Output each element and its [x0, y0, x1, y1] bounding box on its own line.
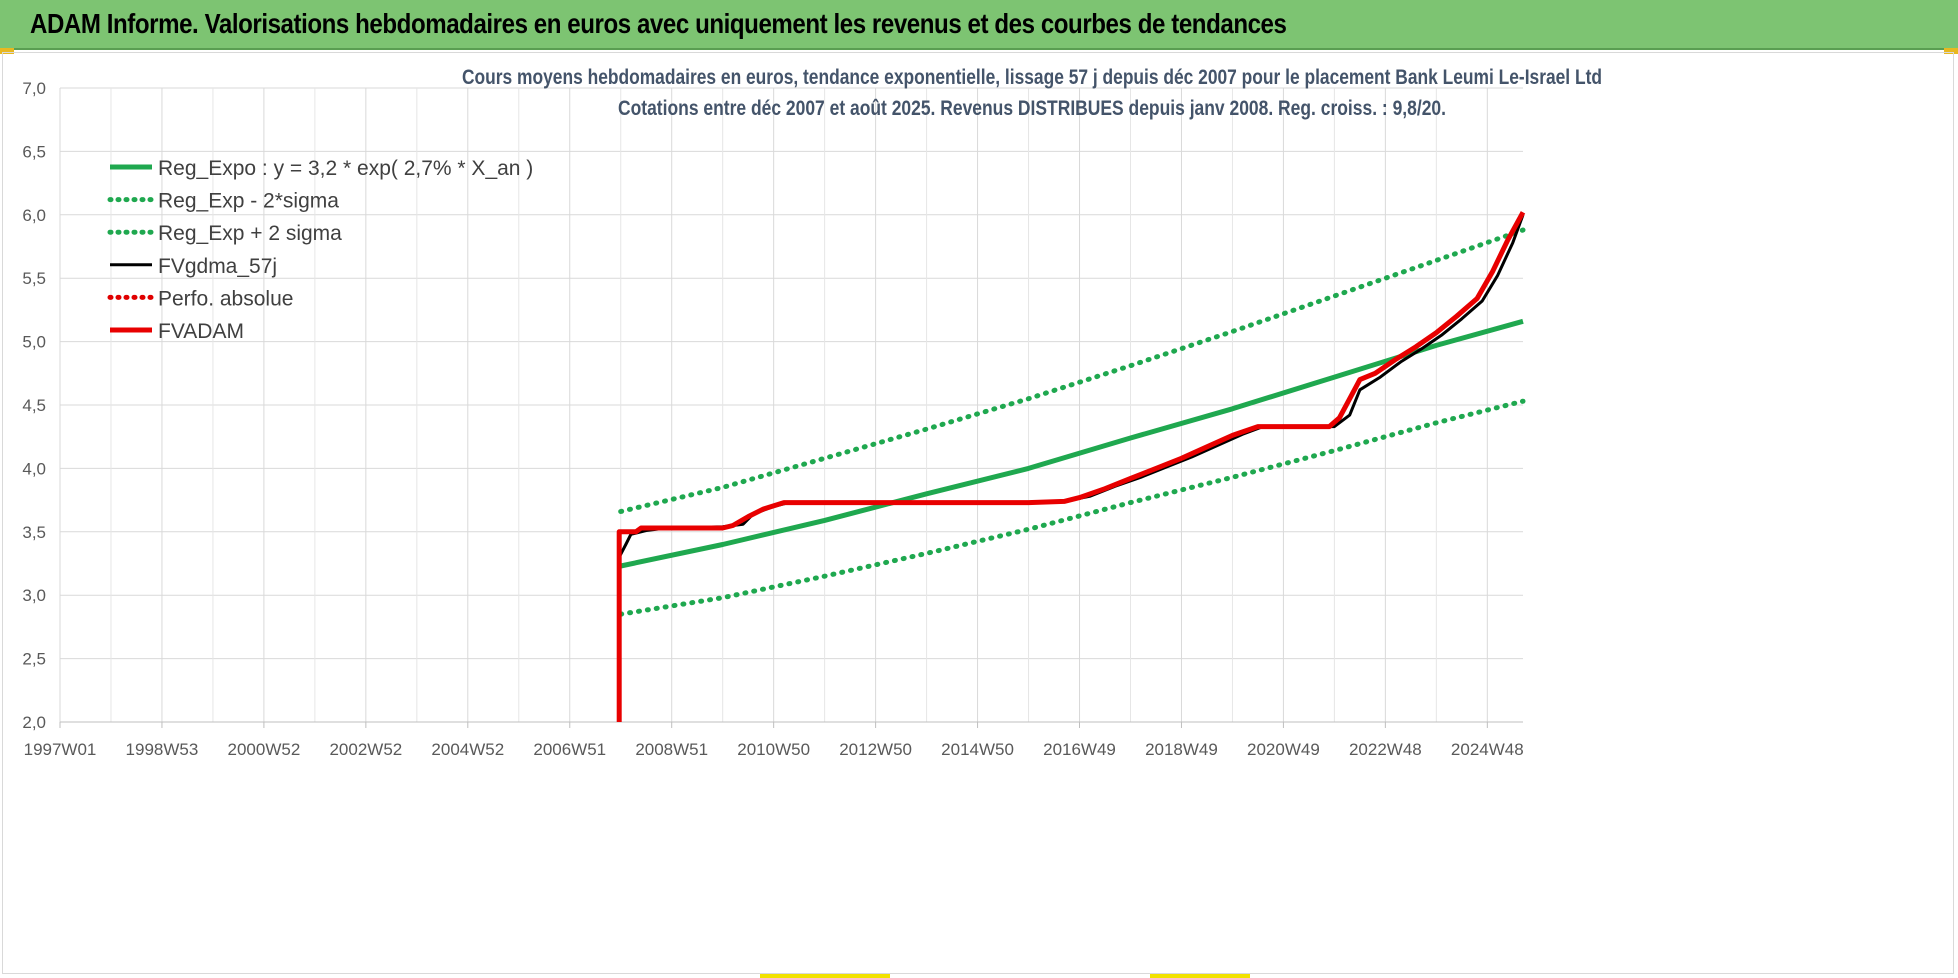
- series-line-reg_exp: [618, 227, 1526, 514]
- y-tick-label: 7,0: [22, 79, 46, 98]
- y-tick-label: 3,5: [22, 523, 46, 542]
- x-tick-label: 2014W50: [941, 740, 1014, 759]
- x-tick-label: 2020W49: [1247, 740, 1320, 759]
- y-tick-label: 4,5: [22, 396, 46, 415]
- legend-label: Reg_Exp + 2 sigma: [158, 222, 342, 245]
- x-tick-label: 2000W52: [228, 740, 301, 759]
- header-bar: ADAM Informe. Valorisations hebdomadaire…: [0, 0, 1958, 50]
- legend-label: FVgdma_57j: [158, 255, 277, 278]
- x-tick-label: 2006W51: [533, 740, 606, 759]
- series-line-reg_expo: [620, 318, 1524, 569]
- legend-label: Perfo. absolue: [158, 287, 293, 310]
- legend-label: Reg_Expo : y = 3,2 * exp( 2,7% * X_an ): [158, 157, 533, 180]
- series-line-reg_exp: [618, 398, 1526, 617]
- x-tick-label: 2016W49: [1043, 740, 1116, 759]
- x-tick-label: 1998W53: [126, 740, 199, 759]
- legend-label: Reg_Exp - 2*sigma: [158, 190, 339, 213]
- x-tick-label: 2012W50: [839, 740, 912, 759]
- y-tick-label: 6,0: [22, 206, 46, 225]
- y-tick-label: 5,5: [22, 269, 46, 288]
- x-tick-label: 2004W52: [431, 740, 504, 759]
- y-tick-label: 2,5: [22, 650, 46, 669]
- corner-accent-left: [0, 48, 14, 54]
- corner-accent-right: [1944, 48, 1958, 54]
- y-tick-label: 5,0: [22, 333, 46, 352]
- bottom-accent-1: [760, 974, 890, 978]
- y-tick-label: 3,0: [22, 586, 46, 605]
- y-tick-label: 2,0: [22, 713, 46, 732]
- x-tick-label: 2008W51: [635, 740, 708, 759]
- x-tick-label: 2024W48: [1451, 740, 1524, 759]
- chart-title-line2: Cotations entre déc 2007 et août 2025. R…: [618, 97, 1446, 120]
- x-tick-label: 2018W49: [1145, 740, 1218, 759]
- y-tick-label: 4,0: [22, 459, 46, 478]
- x-tick-label: 2022W48: [1349, 740, 1422, 759]
- chart-title-line1: Cours moyens hebdomadaires en euros, ten…: [462, 66, 1602, 89]
- chart-area: 2,0 2,5 3,0 3,5 4,0 4,5 5,0 5,5 6,0 6,5 7,0 1997W01…: [22, 66, 1602, 759]
- bottom-accent-2: [1150, 974, 1250, 978]
- legend-label: FVADAM: [158, 320, 244, 343]
- x-tick-label: 2010W50: [737, 740, 810, 759]
- series-line-fvadam: [616, 211, 1526, 722]
- report-title: ADAM Informe. Valorisations hebdomadaire…: [30, 8, 1287, 39]
- y-tick-label: 6,5: [22, 142, 46, 161]
- x-tick-label: 2002W52: [329, 740, 402, 759]
- x-tick-label: 1997W01: [24, 740, 97, 759]
